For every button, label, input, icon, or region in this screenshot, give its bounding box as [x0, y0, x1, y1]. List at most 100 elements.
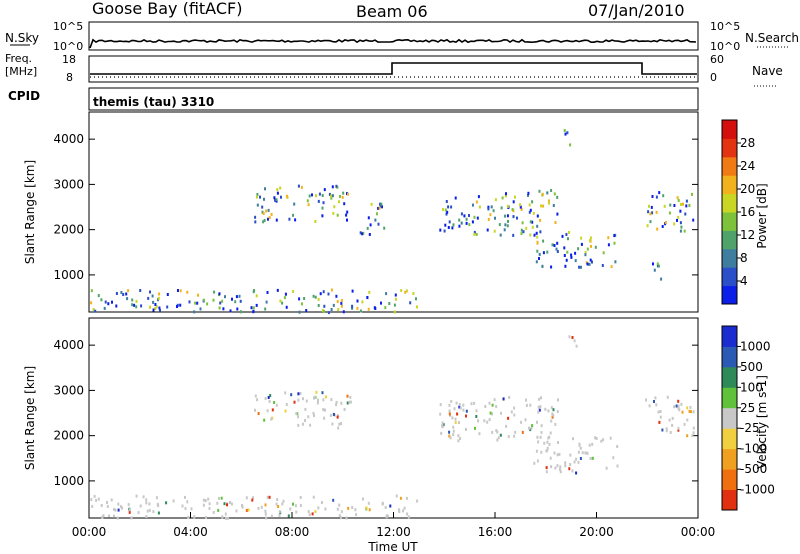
echo-cell	[314, 295, 317, 299]
echo-cell	[398, 510, 401, 514]
echo-cell	[442, 423, 445, 427]
echo-cell	[252, 309, 255, 313]
echo-cell	[177, 289, 179, 292]
echo-cell	[268, 400, 271, 403]
echo-cell	[589, 457, 592, 460]
echo-cell	[283, 296, 286, 300]
echo-cell	[264, 307, 267, 311]
echo-cell	[528, 203, 531, 207]
echo-cell	[492, 209, 495, 213]
echo-cell	[569, 143, 572, 147]
echo-cell	[473, 215, 476, 219]
echo-cell	[475, 409, 478, 413]
echo-cell	[135, 305, 138, 309]
echo-cell	[522, 230, 525, 234]
echo-cell	[679, 209, 682, 213]
echo-cell	[550, 465, 553, 469]
echo-cell	[671, 416, 674, 420]
echo-cell	[493, 398, 496, 402]
echo-cell	[573, 460, 576, 464]
velocity-data	[90, 335, 695, 520]
echo-cell	[110, 498, 113, 502]
power-panel: 1000 2000 3000 4000 Slant Range [km] 4 8 12 16…	[23, 111, 769, 315]
echo-cell	[616, 445, 619, 448]
echo-cell	[488, 418, 491, 422]
power-colorbar-label: Power [dB]	[755, 183, 769, 248]
echo-cell	[676, 196, 679, 200]
echo-cell	[537, 410, 540, 414]
echo-cell	[458, 218, 461, 222]
echo-cell	[127, 503, 130, 507]
echo-cell	[488, 401, 491, 405]
echo-cell	[366, 226, 369, 230]
echo-cell	[262, 212, 265, 216]
echo-cell	[281, 301, 284, 305]
echo-cell	[285, 194, 288, 198]
echo-cell	[224, 512, 227, 516]
echo-cell	[322, 201, 325, 205]
echo-cell	[533, 233, 536, 237]
echo-cell	[368, 290, 371, 294]
echo-cell	[499, 433, 502, 437]
echo-cell	[580, 265, 582, 269]
echo-cell	[155, 305, 158, 309]
echo-cell	[452, 425, 455, 429]
echo-cell	[370, 202, 373, 206]
power-y-ticks: 1000 2000 3000 4000	[53, 132, 698, 282]
echo-cell	[540, 396, 542, 400]
echo-cell	[554, 422, 557, 426]
echo-cell	[336, 507, 339, 511]
echo-cell	[664, 221, 667, 224]
echo-cell	[575, 344, 578, 348]
freq-panel: Freq. [MHz] 18 8 60 0 Nave	[5, 52, 783, 87]
echo-cell	[586, 262, 589, 266]
echo-cell	[366, 296, 369, 299]
echo-cell	[259, 195, 261, 199]
echo-cell	[247, 508, 250, 512]
echo-cell	[330, 196, 333, 200]
echo-cell	[679, 221, 682, 225]
echo-cell	[566, 131, 569, 135]
echo-cell	[367, 216, 370, 220]
echo-cell	[567, 237, 569, 241]
colorbar-swatch	[722, 267, 737, 287]
echo-cell	[349, 400, 352, 404]
echo-cell	[208, 506, 211, 510]
echo-cell	[295, 510, 298, 514]
echo-cell	[100, 504, 103, 507]
echo-cell	[471, 220, 474, 224]
echo-cell	[321, 214, 324, 218]
colorbar-frame	[721, 325, 738, 511]
y-tick-label: 4000	[53, 338, 84, 352]
echo-cell	[452, 429, 455, 433]
echo-cell	[90, 301, 93, 305]
echo-cell	[331, 185, 334, 189]
echo-cell	[535, 260, 538, 264]
echo-cell	[181, 504, 184, 508]
nave-tick-bottom: 0	[710, 71, 717, 84]
nsearch-label: N.Search	[745, 31, 799, 45]
colorbar-swatch	[722, 407, 737, 429]
echo-cell	[589, 236, 592, 240]
echo-cell	[682, 202, 684, 206]
echo-cell	[653, 268, 656, 272]
echo-cell	[380, 202, 383, 206]
echo-cell	[556, 212, 559, 216]
colorbar-tick-label: 12	[740, 228, 755, 242]
echo-cell	[317, 506, 320, 510]
colorbar-swatch	[722, 156, 737, 176]
echo-cell	[324, 408, 326, 412]
echo-cell	[536, 435, 539, 439]
echo-cell	[307, 510, 310, 513]
echo-cell	[322, 290, 325, 294]
station-title: Goose Bay (fitACF)	[92, 0, 242, 18]
echo-cell	[489, 213, 492, 217]
echo-cell	[121, 506, 124, 510]
echo-cell	[655, 210, 658, 214]
echo-cell	[331, 194, 334, 198]
echo-cell	[507, 416, 510, 420]
echo-cell	[159, 308, 161, 312]
echo-cell	[525, 398, 527, 402]
echo-cell	[465, 221, 468, 225]
echo-cell	[520, 207, 523, 211]
